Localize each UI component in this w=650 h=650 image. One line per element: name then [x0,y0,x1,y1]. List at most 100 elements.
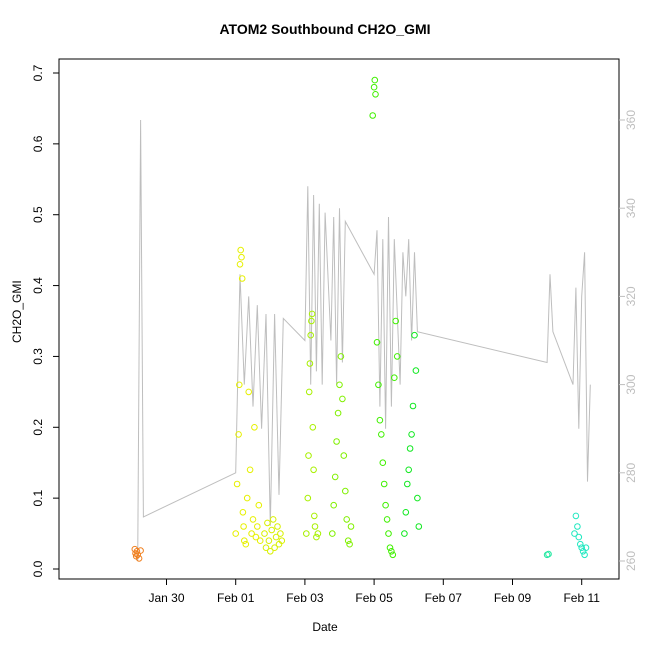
y-tick-label: 0.2 [31,419,45,436]
data-point [331,473,339,481]
data-point [382,501,389,509]
plot-frame [58,58,620,580]
data-point [131,545,139,553]
data-point [385,530,392,537]
data-point [236,381,243,389]
data-point [262,544,270,552]
data-point [329,530,336,537]
x-axis-label: Date [312,620,338,634]
data-point [268,526,276,534]
data-point [265,537,273,545]
data-point [391,374,398,382]
data-point [412,367,420,374]
data-point [575,533,583,541]
data-point [347,523,355,530]
data-point [307,331,315,339]
data-point [574,523,581,530]
data-point [243,494,251,502]
data-point [313,533,320,541]
data-point [578,544,586,552]
data-point [239,509,247,516]
data-point [376,416,384,424]
data-point [346,540,353,548]
data-point [380,480,388,488]
y2-tick-label: 300 [624,374,638,394]
data-point [235,431,242,438]
data-point [369,112,377,119]
data-point [372,91,379,98]
data-point [405,466,413,474]
data-point [308,310,316,318]
data-point [371,76,379,84]
data-point [264,519,271,527]
x-tick-label: Jan 30 [148,591,184,605]
data-point [340,452,348,459]
data-point [545,550,552,558]
data-point [256,537,264,545]
data-point [336,381,343,389]
y2-tick-label: 280 [624,462,638,482]
data-point [241,537,248,545]
data-point [334,409,342,417]
data-point [383,516,391,523]
data-point [236,261,244,268]
data-point [306,360,314,367]
data-point [304,494,312,502]
y2-tick-label: 320 [624,286,638,306]
data-point [389,551,397,559]
data-point [246,466,254,474]
data-point [249,516,257,523]
data-point [311,523,319,530]
data-point [572,512,580,520]
data-point [238,253,245,261]
data-point [267,548,274,555]
data-point [378,431,385,438]
x-tick-label: Feb 05 [355,591,393,605]
data-point [379,459,387,467]
data-point [577,540,584,548]
data-point [337,353,345,360]
y-tick-label: 0.5 [31,206,45,223]
y2-tick-label: 340 [624,198,638,218]
data-point [272,533,280,541]
data-point [135,555,143,562]
data-point [406,445,414,452]
y-tick-label: 0.6 [31,135,45,152]
data-point [415,523,423,530]
data-point [370,83,378,91]
data-point [255,501,263,509]
data-point [392,317,400,325]
data-point [402,509,410,516]
data-point [411,331,418,339]
data-point [233,480,241,488]
data-point [303,530,310,537]
data-point [252,533,260,541]
data-point [309,424,317,431]
data-point [581,551,588,559]
data-point [305,452,312,459]
x-tick-label: Feb 01 [217,591,255,605]
data-point [310,466,317,474]
x-tick-label: Feb 11 [563,591,600,605]
data-point [237,246,244,254]
data-point [579,548,587,555]
y2-tick-label: 260 [624,551,638,571]
data-point [269,516,277,523]
data-point [571,530,578,537]
data-point [277,530,284,537]
data-point [232,530,239,537]
x-tick-label: Feb 07 [425,591,463,605]
y-tick-label: 0.3 [31,348,45,365]
y-tick-label: 0.4 [31,277,45,294]
data-point [238,275,246,282]
data-point [342,487,349,495]
x-tick-label: Feb 03 [286,591,324,605]
data-point [582,544,590,552]
data-point [314,530,322,537]
data-point [305,388,313,396]
data-point [278,537,286,545]
data-point [408,431,415,438]
data-point [274,523,281,530]
secondary-line [137,119,591,562]
